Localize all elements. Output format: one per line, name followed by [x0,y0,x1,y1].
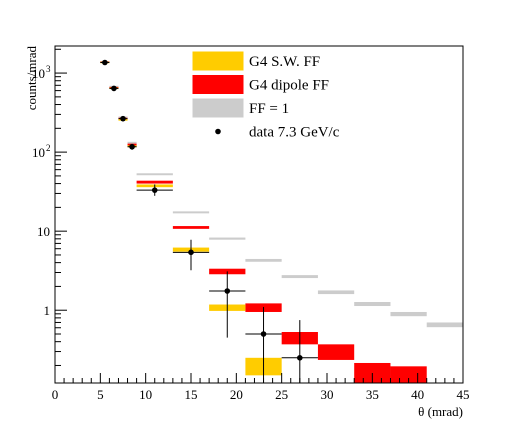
bin-band-series0-bin12 [426,322,463,328]
x-tick-label: 25 [275,387,288,402]
legend-label: data 7.3 GeV/c [249,125,340,141]
y-tick-label-base: 10 [32,145,45,160]
legend-entry-2: FF = 1 [192,98,289,118]
legend-entry-1: G4 dipole FF [192,75,329,94]
y-tick-label-base: 10 [37,224,50,239]
y-tick-label-base: 1 [44,303,51,318]
x-tick-label: 45 [457,387,470,402]
legend-swatch [192,98,244,118]
y-tick-label: 10 3 [32,64,51,81]
data-point-group-8 [281,320,318,383]
data-point-group-4 [136,184,173,196]
data-point-marker [129,143,135,150]
x-axis-title: θ (mrad) [418,404,463,419]
legend-marker [215,128,221,135]
bin-band-series1-bin4 [136,180,173,184]
y-tick-label-exponent: 3 [46,64,51,74]
data-point-marker [111,85,117,92]
y-axis-title: counts/mrad [24,46,39,111]
data-point-group-5 [172,239,210,271]
x-tick-label: 5 [97,387,104,402]
x-tick-label: 35 [366,387,379,402]
bin-band-series0-bin6 [209,237,246,240]
data-point-marker [260,331,267,337]
y-tick-label: 10 [37,224,50,239]
bin-band-series0-bin7 [245,258,282,262]
y-tick-label-base: 10 [32,66,45,81]
x-tick-label: 0 [52,387,59,402]
data-point-marker [120,115,126,122]
axis-ticks [54,48,464,383]
bin-band-series1-bin9 [317,344,355,360]
data-point-group-1 [109,85,119,92]
data-point-marker [188,249,194,256]
x-tick-label: 30 [321,387,334,402]
legend-swatch [192,51,244,71]
bin-band-series0-bin4 [136,173,173,176]
legend-entry-3: data 7.3 GeV/c [215,125,340,141]
y-tick-label: 1 [44,303,51,318]
bin-band-series1-bin5 [172,226,210,229]
y-tick-label: 10 2 [32,143,51,160]
data-point-group-3 [127,143,137,150]
bin-band-series0-bin10 [354,302,391,307]
y-tick-label-exponent: 2 [46,143,51,153]
data-point-marker [224,288,231,294]
bin-band-series0-bin9 [317,290,355,295]
legend-label: G4 S.W. FF [249,54,320,70]
x-tick-label: 40 [411,387,424,402]
x-tick-label: 20 [230,387,243,402]
x-tick-label: 15 [185,387,198,402]
data-point-marker [151,187,158,193]
data-point-group-0 [100,59,110,66]
legend-label: G4 dipole FF [249,78,329,94]
legend: G4 S.W. FF G4 dipole FF FF = 1 data 7.3 GeV… [192,51,340,141]
data-point-marker [297,355,303,361]
legend-entry-0: G4 S.W. FF [192,51,320,71]
data-point-marker [102,59,108,66]
bin-band-series0-bin5 [172,211,210,214]
data-points-layer [100,59,318,383]
bin-band-series1-bin10 [354,362,391,383]
data-point-group-6 [209,271,246,338]
legend-label: FF = 1 [249,101,289,117]
bin-band-series0-bin3 [127,141,137,144]
data-point-group-2 [118,115,128,122]
x-tick-label: 10 [139,387,152,402]
legend-swatch [192,75,244,94]
plot-frame [54,45,464,384]
bin-band-series0-bin11 [390,311,427,317]
bin-band-series0-bin8 [281,275,318,279]
data-point-group-7 [245,306,282,383]
